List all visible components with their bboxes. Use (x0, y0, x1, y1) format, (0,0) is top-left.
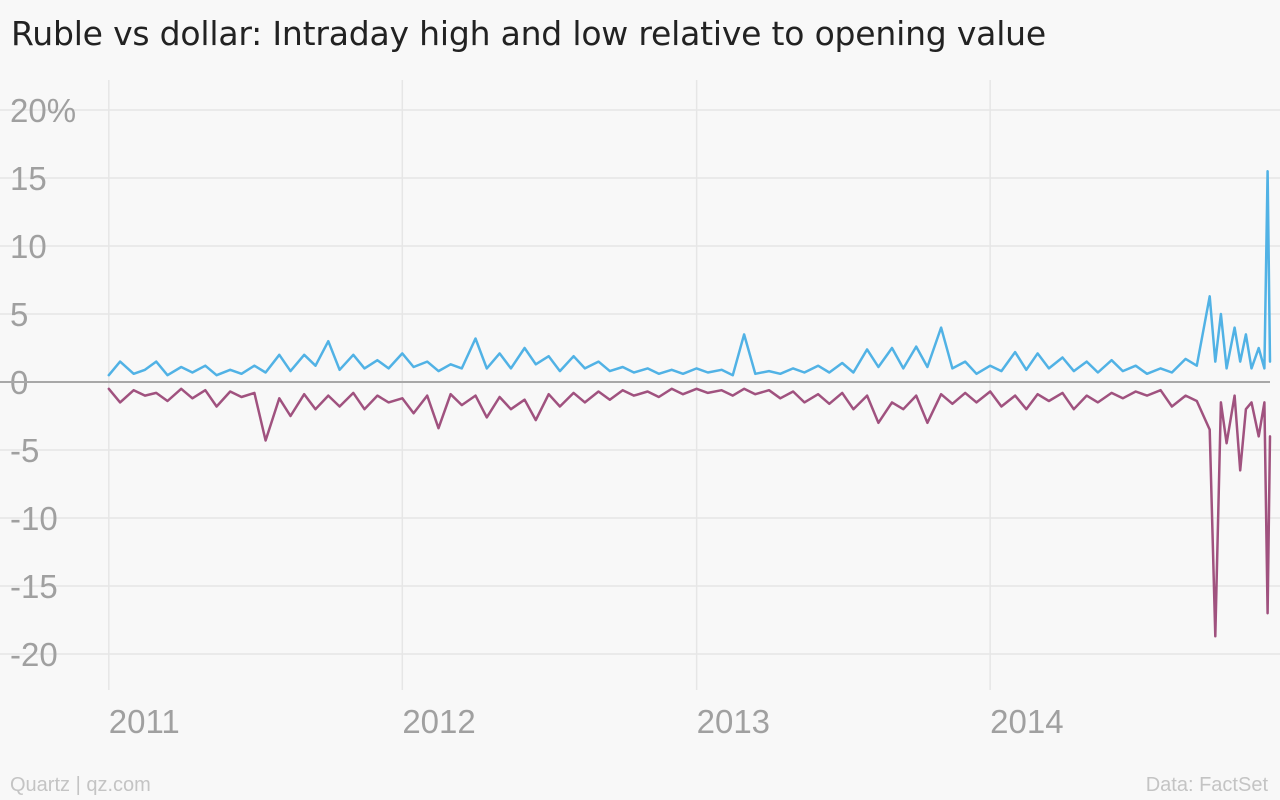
x-tick-label: 2011 (109, 703, 180, 740)
footer-data-source: Data: FactSet (1145, 774, 1268, 796)
x-axis-tick-labels: 2011 2012 2013 2014 (109, 703, 1064, 740)
y-tick-label: -10 (10, 500, 58, 537)
y-tick-label: 20% (10, 92, 76, 129)
horizontal-gridlines (0, 109, 1280, 655)
x-tick-label: 2013 (697, 703, 770, 740)
chart-title: Ruble vs dollar: Intraday high and low r… (11, 14, 1046, 53)
series-line-low (107, 387, 1272, 638)
series-lines (107, 169, 1272, 638)
y-tick-label: -5 (10, 432, 39, 469)
y-tick-label: -15 (10, 568, 58, 605)
x-tick-label: 2012 (402, 703, 475, 740)
series-line-high (107, 169, 1272, 377)
y-tick-label: 15 (10, 160, 47, 197)
y-tick-label: 5 (10, 296, 28, 333)
vertical-gridlines (108, 80, 991, 690)
y-tick-label: -20 (10, 636, 58, 673)
y-tick-label: 10 (10, 228, 47, 265)
footer-credit: Quartz | qz.com (10, 774, 151, 796)
x-tick-label: 2014 (990, 703, 1063, 740)
